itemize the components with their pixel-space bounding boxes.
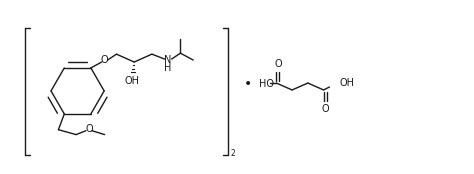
Text: O: O xyxy=(322,104,329,114)
Text: O: O xyxy=(274,59,282,69)
Text: O: O xyxy=(85,124,93,134)
Text: H: H xyxy=(164,63,171,73)
Text: OH: OH xyxy=(125,76,140,86)
Text: 2: 2 xyxy=(231,149,236,158)
Text: OH: OH xyxy=(339,78,355,88)
Text: O: O xyxy=(101,55,109,65)
Text: •: • xyxy=(244,77,252,91)
Text: HO: HO xyxy=(259,79,273,89)
Text: N: N xyxy=(164,55,171,65)
